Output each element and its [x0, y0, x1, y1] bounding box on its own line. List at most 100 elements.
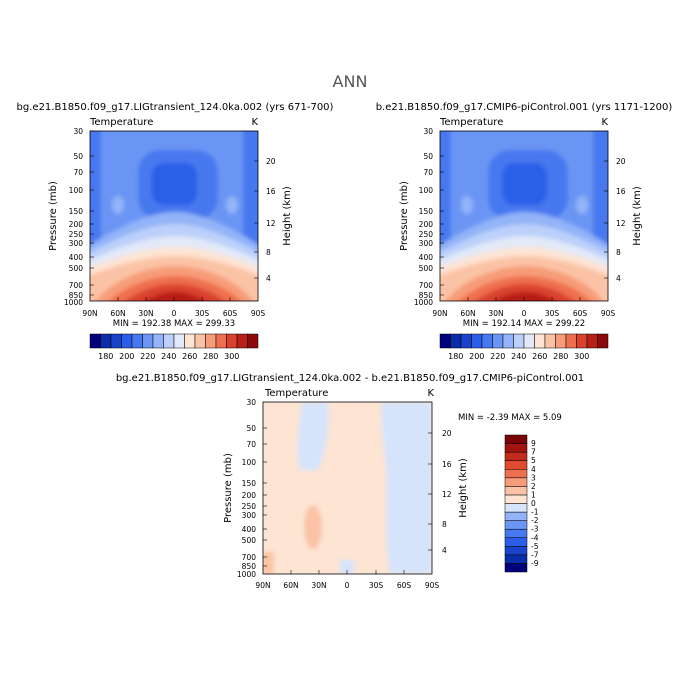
pressure-tick: 70: [423, 168, 433, 177]
colorbar-label: -3: [531, 525, 539, 534]
colorbar-swatch: [504, 460, 528, 470]
latitude-tick: 60N: [110, 309, 125, 318]
units-label: K: [601, 117, 608, 128]
colorbar-label: 7: [531, 448, 536, 457]
latitude-tick: 90N: [432, 309, 447, 318]
height-tick: 4: [442, 546, 447, 555]
colorbar-label: 220: [140, 352, 155, 361]
latitude-tick: 90S: [251, 309, 266, 318]
colorbar-swatch: [247, 333, 259, 349]
colorbar-label: 300: [574, 352, 589, 361]
height-tick: 12: [616, 219, 626, 228]
panel-top-left: bg.e21.B1850.f09_g17.LIGtransient_124.0k…: [17, 102, 334, 361]
height-tick: 16: [616, 187, 626, 196]
colorbar-label: 2: [531, 482, 536, 491]
colorbar-swatch: [215, 333, 227, 349]
pressure-tick: 500: [419, 264, 434, 273]
colorbar-label: 260: [532, 352, 547, 361]
height-axis-label: Height (km): [632, 186, 643, 246]
colorbar-swatch: [565, 333, 577, 349]
pressure-tick: 850: [69, 291, 84, 300]
height-axis-label: Height (km): [458, 458, 469, 518]
colorbar-label: 4: [531, 465, 536, 474]
colorbar-swatch: [226, 333, 238, 349]
latitude-tick: 90S: [425, 581, 440, 590]
colorbar-swatch: [544, 333, 556, 349]
panel-difference: bg.e21.B1850.f09_g17.LIGtransient_124.0k…: [116, 373, 584, 590]
latitude-tick: 60S: [397, 581, 412, 590]
height-tick: 12: [442, 490, 452, 499]
height-tick: 8: [266, 248, 271, 257]
pressure-tick: 50: [423, 152, 433, 161]
pressure-tick: 250: [69, 230, 84, 239]
colorbar-label: 200: [119, 352, 134, 361]
colorbar-swatch: [481, 333, 493, 349]
pressure-tick: 200: [242, 491, 257, 500]
pressure-tick: 200: [69, 220, 84, 229]
colorbar-label: 240: [511, 352, 526, 361]
colorbar-swatch: [504, 546, 528, 556]
colorbar-swatch: [504, 469, 528, 479]
pressure-tick: 1000: [237, 570, 256, 579]
colorbar-label: -9: [531, 559, 539, 568]
colorbar-swatch: [460, 333, 472, 349]
panel-top-right: b.e21.B1850.f09_g17.CMIP6-piControl.001 …: [376, 102, 673, 361]
colorbar-swatch: [534, 333, 546, 349]
colorbar-swatch: [131, 333, 143, 349]
panel-title: bg.e21.B1850.f09_g17.LIGtransient_124.0k…: [116, 373, 584, 384]
latitude-tick: 90N: [255, 581, 270, 590]
pressure-tick: 500: [69, 264, 84, 273]
colorbar-swatch: [492, 333, 504, 349]
height-tick: 12: [266, 219, 276, 228]
pressure-tick: 1000: [414, 298, 433, 307]
height-tick: 8: [442, 520, 447, 529]
plot-frame: [262, 401, 433, 575]
latitude-tick: 60N: [283, 581, 298, 590]
colorbar-swatch: [504, 477, 528, 487]
colorbar-label: 5: [531, 456, 536, 465]
pressure-tick: 200: [419, 220, 434, 229]
units-label: K: [427, 388, 434, 399]
colorbar-label: -4: [531, 533, 539, 542]
colorbar-swatch: [142, 333, 154, 349]
colorbar-swatch: [504, 511, 528, 521]
latitude-tick: 60S: [223, 309, 238, 318]
pressure-ticks: [90, 130, 94, 296]
field-label: Temperature: [264, 388, 328, 399]
latitude-tick: 30N: [488, 309, 503, 318]
colorbar-swatch: [555, 333, 567, 349]
pressure-axis: 30 50 70 100 150 200 250 300 400 500 700…: [237, 398, 256, 579]
colorbar-swatch: [504, 451, 528, 461]
pressure-tick: 100: [242, 458, 257, 467]
colorbar-swatch: [471, 333, 483, 349]
pressure-axis: 30 50 70 100 150 200 250 300 400 500 700…: [414, 127, 433, 307]
latitude-tick: 60S: [573, 309, 588, 318]
colorbar-label: 180: [98, 352, 113, 361]
height-tick: 4: [266, 274, 271, 283]
pressure-tick: 70: [73, 168, 83, 177]
latitude-tick: 30N: [311, 581, 326, 590]
pressure-tick: 250: [419, 230, 434, 239]
latitude-tick: 30S: [369, 581, 384, 590]
pressure-tick: 850: [419, 291, 434, 300]
colorbar-swatch: [163, 333, 175, 349]
height-tick: 20: [616, 157, 626, 166]
min-max-readout: MIN = 192.14 MAX = 299.22: [463, 319, 585, 329]
colorbar-swatch: [504, 520, 528, 530]
colorbar-swatch: [504, 503, 528, 513]
colorbar-swatch: [439, 333, 451, 349]
latitude-tick: 0: [172, 309, 177, 318]
height-axis: 4 8 12 16 20: [266, 157, 276, 283]
colorbar-swatch: [450, 333, 462, 349]
colorbar-swatch: [184, 333, 196, 349]
pressure-tick: 400: [242, 525, 257, 534]
pressure-tick: 400: [419, 253, 434, 262]
colorbar-label: 180: [448, 352, 463, 361]
pressure-axis-label: Pressure (mb): [48, 181, 59, 251]
page-title: ANN: [333, 72, 368, 91]
temperature-contour-field: [440, 131, 608, 301]
colorbar-swatch: [586, 333, 598, 349]
colorbar-label: 240: [161, 352, 176, 361]
colorbar-swatch: [523, 333, 535, 349]
